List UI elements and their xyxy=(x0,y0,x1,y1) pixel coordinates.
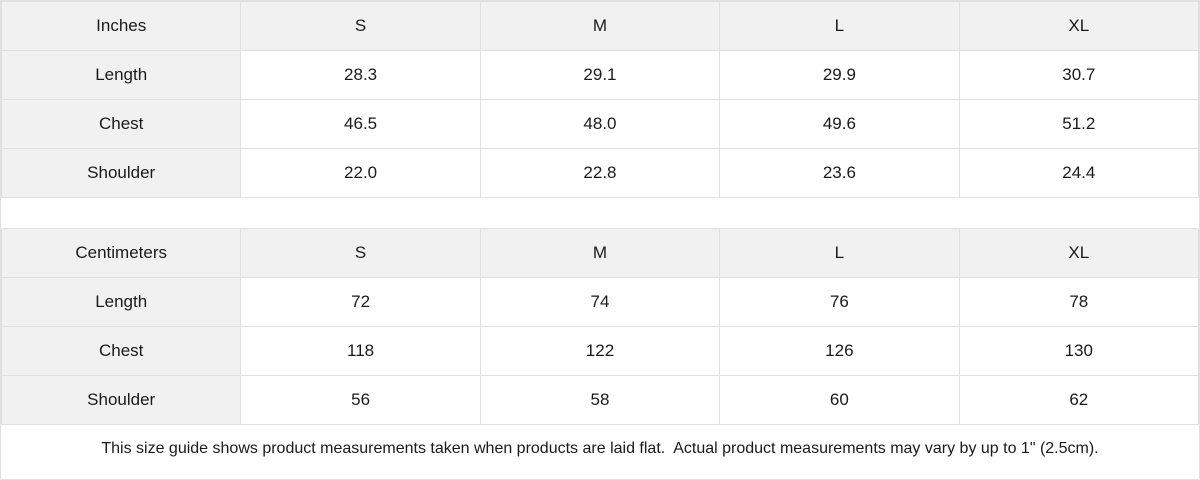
measurement-value-cell: 30.7 xyxy=(958,50,1199,100)
size-header-cell: S xyxy=(240,1,481,51)
measurement-value-cell: 46.5 xyxy=(240,99,481,149)
measurement-row: Chest 118 122 126 130 xyxy=(1,326,1199,376)
measurement-label-cell: Shoulder xyxy=(1,375,242,425)
measurement-value-cell: 78 xyxy=(958,277,1199,327)
measurement-label-cell: Shoulder xyxy=(1,148,242,198)
size-table-inches: Inches S M L XL Length 28.3 29.1 29.9 30.7 Chest 46… xyxy=(1,1,1199,198)
measurement-value-cell: 122 xyxy=(479,326,721,376)
measurement-value-cell: 58 xyxy=(479,375,721,425)
measurement-row: Shoulder 22.0 22.8 23.6 24.4 xyxy=(1,148,1199,198)
measurement-label-cell: Chest xyxy=(1,99,242,149)
measurement-value-cell: 74 xyxy=(479,277,721,327)
measurement-value-cell: 29.1 xyxy=(479,50,721,100)
measurement-label-cell: Chest xyxy=(1,326,242,376)
measurement-value-cell: 51.2 xyxy=(958,99,1199,149)
size-header-cell: M xyxy=(479,1,721,51)
measurement-value-cell: 76 xyxy=(719,277,960,327)
header-row: Inches S M L XL xyxy=(1,1,1199,51)
size-header-cell: L xyxy=(719,1,960,51)
measurement-row: Chest 46.5 48.0 49.6 51.2 xyxy=(1,99,1199,149)
size-header-cell: XL xyxy=(958,228,1199,278)
measurement-label-cell: Length xyxy=(1,277,242,327)
measurement-value-cell: 62 xyxy=(958,375,1199,425)
measurement-value-cell: 22.8 xyxy=(479,148,721,198)
size-table-centimeters: Centimeters S M L XL Length 72 74 76 78 Chest 118 12… xyxy=(1,228,1199,425)
measurement-value-cell: 56 xyxy=(240,375,481,425)
table-spacer xyxy=(1,198,1199,228)
measurement-value-cell: 49.6 xyxy=(719,99,960,149)
size-header-cell: L xyxy=(719,228,960,278)
measurement-value-cell: 60 xyxy=(719,375,960,425)
measurement-value-cell: 22.0 xyxy=(240,148,481,198)
size-header-cell: S xyxy=(240,228,481,278)
measurement-row: Length 72 74 76 78 xyxy=(1,277,1199,327)
measurement-value-cell: 126 xyxy=(719,326,960,376)
measurement-value-cell: 23.6 xyxy=(719,148,960,198)
measurement-value-cell: 130 xyxy=(958,326,1199,376)
measurement-value-cell: 28.3 xyxy=(240,50,481,100)
measurement-row: Shoulder 56 58 60 62 xyxy=(1,375,1199,425)
footer-note: This size guide shows product measuremen… xyxy=(1,425,1199,473)
size-header-cell: XL xyxy=(958,1,1199,51)
header-row: Centimeters S M L XL xyxy=(1,228,1199,278)
measurement-value-cell: 48.0 xyxy=(479,99,721,149)
measurement-row: Length 28.3 29.1 29.9 30.7 xyxy=(1,50,1199,100)
unit-header-cell: Centimeters xyxy=(1,228,242,278)
measurement-value-cell: 24.4 xyxy=(958,148,1199,198)
measurement-value-cell: 72 xyxy=(240,277,481,327)
unit-header-cell: Inches xyxy=(1,1,242,51)
measurement-value-cell: 29.9 xyxy=(719,50,960,100)
size-header-cell: M xyxy=(479,228,721,278)
measurement-label-cell: Length xyxy=(1,50,242,100)
measurement-value-cell: 118 xyxy=(240,326,481,376)
